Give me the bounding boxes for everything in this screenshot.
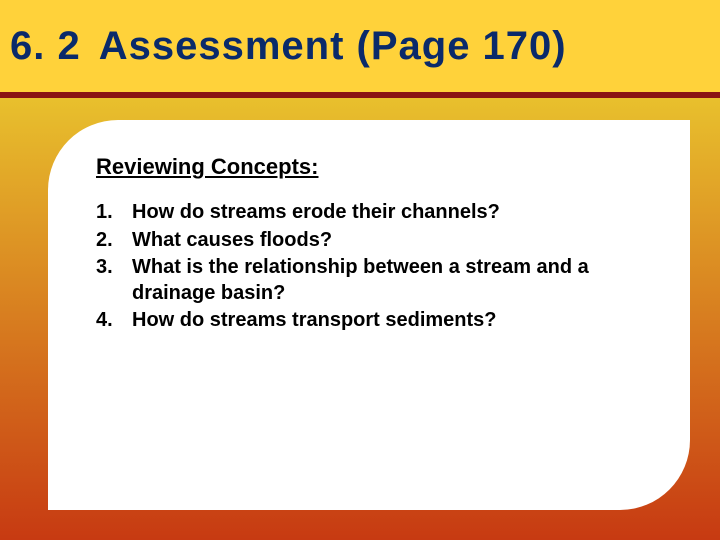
question-text: What is the relationship between a strea… (132, 255, 648, 306)
question-text: How do streams erode their channels? (132, 200, 648, 226)
list-item: 3. What is the relationship between a st… (96, 255, 648, 306)
slide: 6. 2 Assessment (Page 170) Reviewing Con… (0, 0, 720, 540)
question-number: 4. (96, 308, 132, 334)
section-number: 6. 2 (0, 24, 99, 69)
body-area: Reviewing Concepts: 1. How do streams er… (0, 98, 720, 540)
question-number: 3. (96, 255, 132, 306)
question-text: What causes floods? (132, 228, 648, 254)
subtitle: Reviewing Concepts: (96, 154, 648, 180)
question-number: 2. (96, 228, 132, 254)
list-item: 2. What causes floods? (96, 228, 648, 254)
list-item: 4. How do streams transport sediments? (96, 308, 648, 334)
question-text: How do streams transport sediments? (132, 308, 648, 334)
header-band: 6. 2 Assessment (Page 170) (0, 0, 720, 92)
content-card: Reviewing Concepts: 1. How do streams er… (48, 120, 690, 510)
header-title: Assessment (Page 170) (99, 24, 567, 69)
question-number: 1. (96, 200, 132, 226)
list-item: 1. How do streams erode their channels? (96, 200, 648, 226)
question-list: 1. How do streams erode their channels? … (96, 200, 648, 334)
